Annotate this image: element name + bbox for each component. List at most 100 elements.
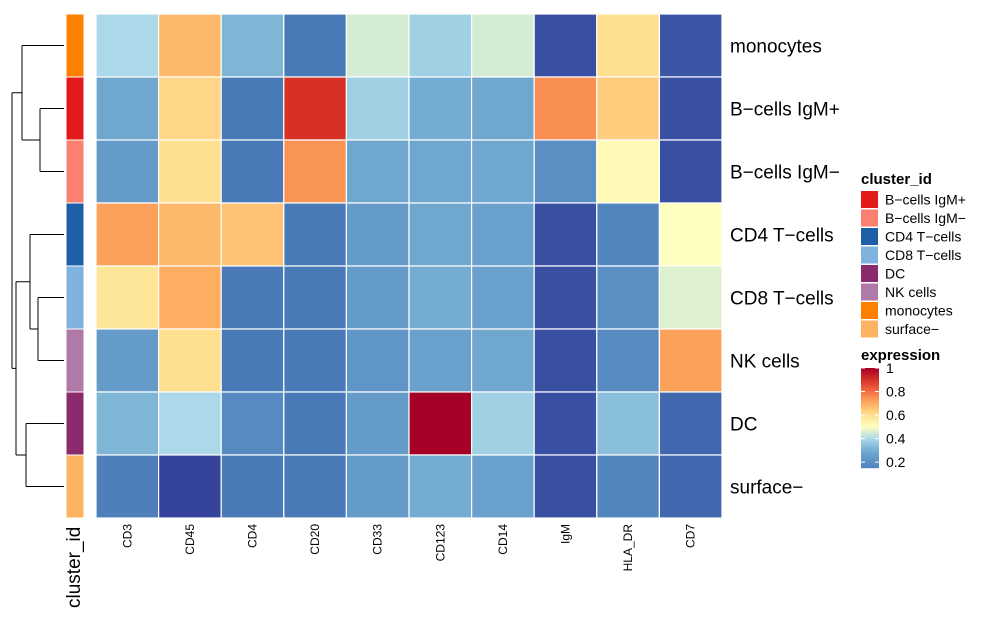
heatmap-cell [658,13,723,78]
colorbar-segment [861,389,879,391]
colorbar-segment [861,372,879,374]
heatmap-cell [345,328,410,393]
colorbar-segment [861,398,879,400]
heatmap-cell [533,13,598,78]
heatmap-cell [220,76,285,141]
colorbar-segment [861,447,879,449]
colorbar-segment [861,411,879,413]
colorbar-segment [861,449,879,451]
heatmap-cell [658,328,723,393]
row-labels: monocytes B−cells IgM+ B−cells IgM− CD4 T−c… [730,37,840,499]
heatmap-cell [471,13,535,78]
colorbar-segment [861,410,879,412]
heatmap-cell [220,391,285,456]
colorbar-segment [861,383,879,385]
colorbar-segment [861,395,879,397]
legend-entry-label: monocytes [885,303,953,319]
heatmap-cell [658,391,723,456]
cluster-annotation-bar [65,13,85,519]
heatmap-cell [408,202,473,267]
colorbar-segment [861,386,879,388]
colorbar-segment [861,391,879,393]
colorbar-segment [861,390,879,392]
colorbar-segment [861,436,879,438]
colorbar-segment [861,466,879,468]
row-label: NK cells [730,352,800,373]
colorbar-segment [861,418,879,420]
heatmap-cell [158,391,222,456]
column-label: CD3 [120,524,134,548]
heatmap-cell [471,454,535,519]
colorbar-segment [861,437,879,439]
colorbar-segment [861,453,879,455]
heatmap-cell [345,391,410,456]
row-dendrogram [11,45,64,487]
colorbar-segment [861,379,879,381]
colorbar-segment [861,424,879,426]
colorbar-segment [861,442,879,444]
colorbar-segment [861,434,879,436]
heatmap-cell [283,391,347,456]
colorbar-segment [861,445,879,447]
heatmap-cell [220,139,285,204]
heatmap-cell [533,454,598,519]
colorbar-segment [861,375,879,377]
heatmap-cell [158,13,222,78]
annotation-cell [65,202,85,267]
cluster-legend: cluster_id B−cells IgM+ B−cells IgM− CD4 T… [861,171,966,338]
colorbar-segment [861,441,879,443]
heatmap-cell [283,265,347,330]
heatmap-cell [220,328,285,393]
colorbar-segment [861,435,879,437]
row-label: B−cells IgM+ [730,100,840,121]
colorbar-segment [861,456,879,458]
legend-swatch [861,246,878,264]
colorbar-segment [861,405,879,407]
colorbar-segment [861,394,879,396]
colorbar-segment [861,414,879,416]
colorbar-segment [861,384,879,386]
colorbar-segment [861,429,879,431]
heatmap-cell [596,139,660,204]
heatmap-cell [158,454,222,519]
column-labels: CD3 CD45 CD4 CD20 CD33 CD123 CD14 IgM HLA_DR CD7 [120,524,697,572]
colorbar-segment [861,407,879,409]
colorbar-segment [861,408,879,410]
colorbar-segment [861,397,879,399]
heatmap-cell [220,265,285,330]
colorbar-segment [861,392,879,394]
column-label: CD7 [684,524,698,548]
heatmap-cell [596,328,660,393]
heatmap-cell [95,13,160,78]
colorbar-segment [861,402,879,404]
heatmap-cell [471,265,535,330]
heatmap-cell [95,202,160,267]
heatmap-cell [408,391,473,456]
colorbar-segment [861,444,879,446]
row-label: B−cells IgM− [730,163,840,184]
heatmap-cell [95,454,160,519]
colorbar-segment [861,464,879,466]
heatmap-cell [658,202,723,267]
colorbar-segment [861,420,879,422]
colorbar-segment [861,455,879,457]
heatmap-cell [158,139,222,204]
annotation-cell [65,391,85,456]
colorbar-segment [861,459,879,461]
colorbar-segment [861,448,879,450]
heatmap-cell [533,202,598,267]
heatmap-cell [283,328,347,393]
heatmap-cell [533,328,598,393]
annotation-cell [65,13,85,78]
heatmap-cell [220,454,285,519]
colorbar-segment [861,433,879,435]
heatmap-cell [408,454,473,519]
colorbar-segment [861,430,879,432]
heatmap-cell [658,76,723,141]
colorbar-segment [861,388,879,390]
heatmap-cell [533,139,598,204]
colorbar-segment [861,378,879,380]
colorbar-segment [861,370,879,372]
heatmap-cell [408,139,473,204]
heatmap-cell [408,13,473,78]
